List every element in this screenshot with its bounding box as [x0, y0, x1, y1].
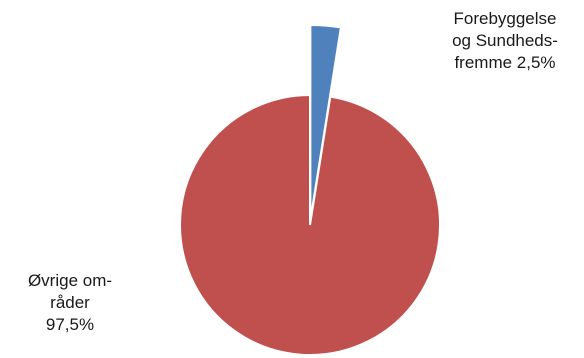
slice-label-line: 97,5% — [0, 314, 140, 336]
slice-label-line: Forebyggelse — [426, 8, 584, 30]
slice-label-line: fremme 2,5% — [426, 52, 584, 74]
slice-label-line: og Sundheds- — [426, 30, 584, 52]
slice-label-line: råder — [0, 292, 140, 314]
slice-label-ovrige: Øvrige om- råder 97,5% — [0, 270, 140, 336]
slice-label-forebyggelse: Forebyggelse og Sundheds- fremme 2,5% — [426, 8, 584, 74]
slice-label-line: Øvrige om- — [0, 270, 140, 292]
slice-ovrige — [180, 95, 440, 355]
